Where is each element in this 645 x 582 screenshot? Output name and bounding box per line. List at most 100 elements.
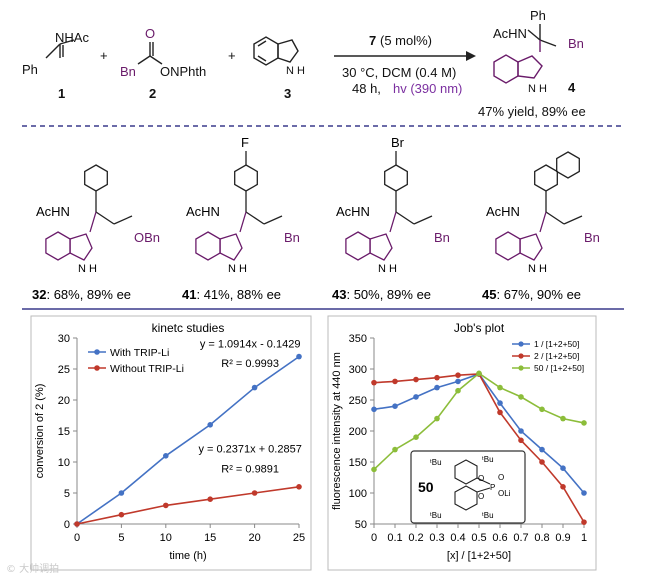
data-point bbox=[476, 370, 482, 377]
y-tick-label: 50 bbox=[355, 519, 367, 531]
y-tick-label: 15 bbox=[58, 426, 70, 438]
y-tick-label: 150 bbox=[349, 457, 367, 469]
y-tick-label: 0 bbox=[64, 519, 70, 531]
data-point bbox=[518, 428, 524, 434]
reaction-scheme bbox=[45, 24, 557, 84]
inset-o-2: O bbox=[478, 492, 484, 501]
data-point bbox=[455, 387, 461, 394]
side-chain-bond bbox=[545, 211, 565, 225]
indole-bond bbox=[539, 211, 547, 233]
product-4-nh: N H bbox=[528, 83, 547, 95]
legend-marker bbox=[94, 365, 100, 371]
data-point bbox=[251, 490, 258, 496]
data-point bbox=[518, 394, 524, 400]
x-tick-label: 0.5 bbox=[471, 532, 486, 544]
data-point bbox=[413, 434, 419, 441]
x-tick-label: 20 bbox=[248, 532, 260, 544]
legend-label: Without TRIP-Li bbox=[110, 363, 184, 375]
reaction-arrow bbox=[334, 51, 476, 61]
y-axis-label: fluorescence intensity at 440 nm bbox=[331, 352, 343, 510]
chart-title: kinetc studies bbox=[152, 321, 225, 335]
compound-1-id: 1 bbox=[58, 86, 65, 101]
y-axis-label: conversion of 2 (%) bbox=[34, 384, 46, 479]
data-point bbox=[392, 403, 398, 410]
substrate-id: 43 bbox=[332, 287, 346, 302]
achn-label: AcHN bbox=[336, 204, 370, 219]
substrate-id: 45 bbox=[482, 287, 496, 302]
indole-pyrrole-ring bbox=[69, 233, 93, 261]
substrate-yield-ee: : 41%, 88% ee bbox=[196, 287, 281, 302]
data-point bbox=[251, 384, 258, 391]
achn-label: AcHN bbox=[36, 204, 70, 219]
substrate-result-label: 43: 50%, 89% ee bbox=[332, 287, 431, 302]
catalyst-loading: (5 mol%) bbox=[380, 33, 432, 48]
plus-sign-1: + bbox=[100, 48, 108, 63]
data-point bbox=[413, 394, 419, 400]
data-point bbox=[560, 465, 566, 472]
y-tick-label: 20 bbox=[58, 395, 70, 407]
side-chain-label: OBn bbox=[134, 230, 160, 245]
indole-nh-label: N H bbox=[228, 263, 247, 275]
indole-nh-label: N H bbox=[528, 263, 547, 275]
y-tick-label: 250 bbox=[349, 395, 367, 407]
side-chain-bond-2 bbox=[263, 215, 283, 225]
inset-o-3: O bbox=[498, 473, 504, 482]
x-tick-label: 0.6 bbox=[492, 532, 507, 544]
x-tick-label: 0.1 bbox=[387, 532, 402, 544]
inset-tbu-2: ᵗBu bbox=[482, 455, 494, 464]
data-point bbox=[392, 378, 398, 385]
side-chain-bond bbox=[245, 211, 265, 225]
substrate-yield-ee: : 68%, 89% ee bbox=[46, 287, 131, 302]
x-axis-label: time (h) bbox=[169, 550, 206, 562]
compound-1-nhac: NHAc bbox=[55, 30, 89, 45]
data-point bbox=[539, 459, 545, 465]
substrate-id: 32 bbox=[32, 287, 46, 302]
aryl-ring bbox=[384, 164, 408, 192]
indole-benzene-ring bbox=[345, 231, 371, 261]
catalyst-id: 7 bbox=[369, 33, 376, 48]
x-tick-label: 25 bbox=[293, 532, 305, 544]
data-point bbox=[581, 519, 587, 525]
substrate-result-label: 32: 68%, 89% ee bbox=[32, 287, 131, 302]
data-point bbox=[581, 490, 587, 496]
product-4-structure bbox=[493, 24, 557, 84]
inset-p: P bbox=[490, 483, 495, 492]
compound-2-structure bbox=[137, 42, 163, 65]
y-tick-label: 10 bbox=[58, 457, 70, 469]
x-tick-label: 0 bbox=[371, 532, 377, 544]
substrate-yield-ee: : 50%, 89% ee bbox=[346, 287, 431, 302]
data-point bbox=[539, 406, 545, 413]
side-chain-bond-2 bbox=[113, 215, 133, 225]
x-tick-label: 0.8 bbox=[534, 532, 549, 544]
product-4-achn: AcHN bbox=[493, 26, 527, 41]
product-4-yield: 47% yield, 89% ee bbox=[478, 104, 586, 119]
chart-frame bbox=[327, 315, 597, 571]
data-point bbox=[118, 511, 125, 518]
substrate-32: OBn AcHN N H 32: 68%, 89% ee bbox=[32, 164, 160, 302]
data-point bbox=[497, 384, 503, 391]
data-point bbox=[207, 496, 213, 503]
kinetics-chart: kinetc studies 0 5 10 15 20 25 30 0 5 10 15 20 25 time… bbox=[30, 315, 312, 571]
side-chain-label: Bn bbox=[284, 230, 300, 245]
y-tick-label: 30 bbox=[58, 333, 70, 345]
inset-tbu-1: ᵗBu bbox=[430, 458, 442, 467]
data-point bbox=[497, 409, 503, 416]
data-point bbox=[163, 502, 169, 509]
inset-lower-ring bbox=[454, 485, 478, 511]
indole-benzene-ring bbox=[195, 231, 221, 261]
compound-3-nh: N H bbox=[286, 65, 305, 77]
product-4-bn: Bn bbox=[568, 36, 584, 51]
compound-2-o: O bbox=[145, 26, 155, 41]
side-chain-label: Bn bbox=[584, 230, 600, 245]
substrate-45: Bn AcHN N H 45: 67%, 90% ee bbox=[482, 151, 600, 302]
indole-bond bbox=[389, 211, 397, 233]
conditions-line-2: 48 h, bbox=[352, 81, 381, 96]
data-point bbox=[392, 446, 398, 453]
data-point bbox=[296, 484, 302, 490]
achn-label: AcHN bbox=[186, 204, 220, 219]
legend-marker bbox=[518, 341, 524, 347]
inset-oli: OLi bbox=[498, 489, 511, 498]
indole-bond bbox=[89, 211, 97, 233]
substrate-result-label: 41: 41%, 88% ee bbox=[182, 287, 281, 302]
data-point bbox=[455, 372, 461, 379]
